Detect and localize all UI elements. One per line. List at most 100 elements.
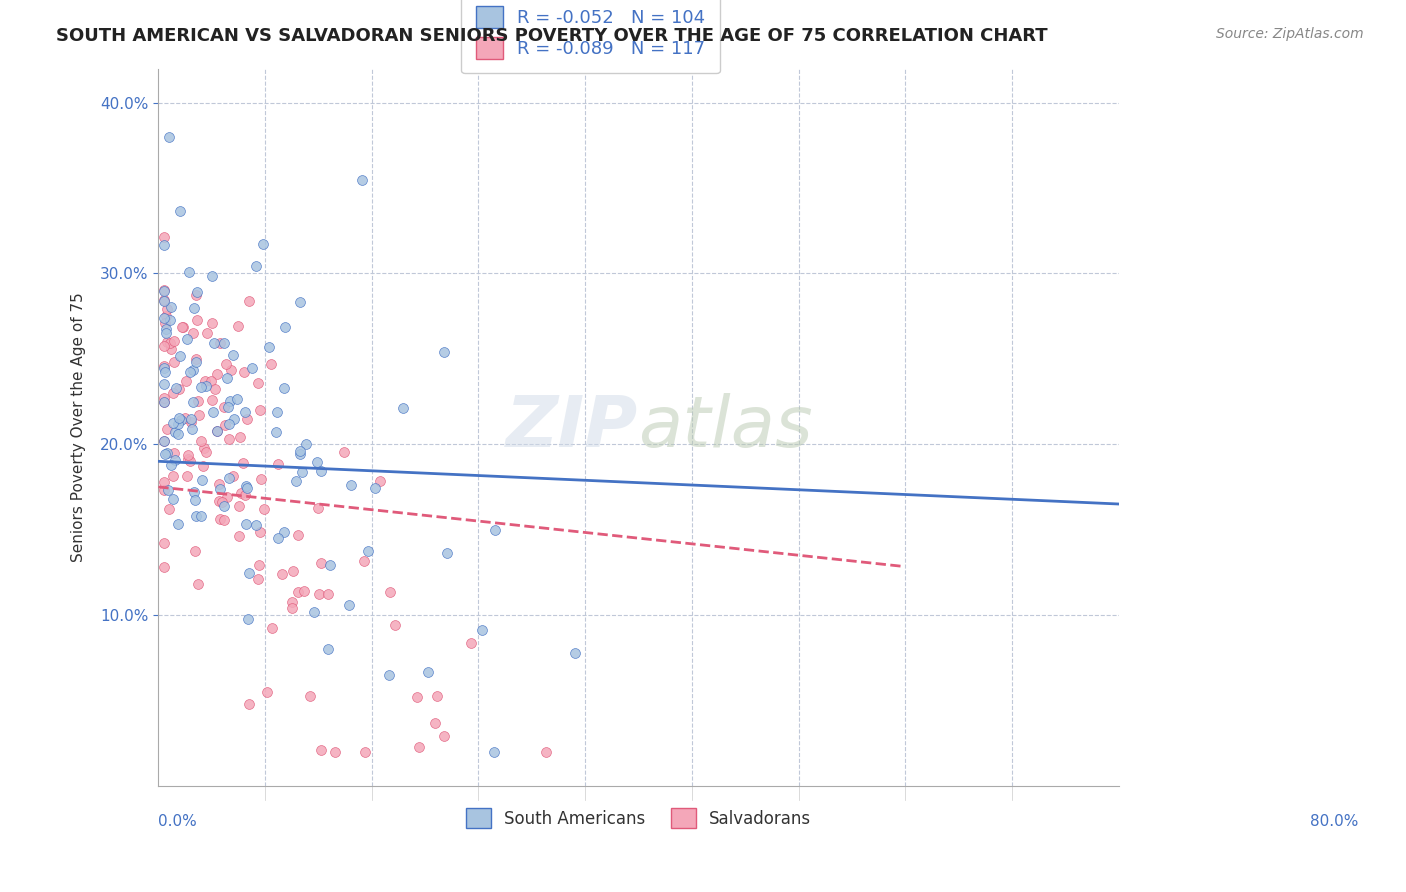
Point: [193, 441, 215, 455]
Point: [163, 334, 186, 348]
Point: [155, 309, 177, 323]
Point: [235, 481, 257, 495]
Point: [323, 745, 346, 759]
Point: [165, 381, 187, 395]
Point: [163, 446, 186, 460]
Point: [181, 326, 204, 341]
Point: [159, 312, 181, 326]
Point: [176, 448, 198, 462]
Point: [153, 365, 176, 379]
Point: [460, 635, 482, 649]
Point: [215, 357, 238, 371]
Point: [378, 667, 401, 681]
Point: [155, 317, 177, 331]
Point: [183, 485, 205, 500]
Point: [264, 425, 287, 439]
Text: Source: ZipAtlas.com: Source: ZipAtlas.com: [1216, 27, 1364, 41]
Point: [534, 745, 557, 759]
Point: [273, 381, 295, 395]
Point: [392, 401, 415, 415]
Point: [211, 495, 233, 509]
Legend: South Americans, Salvadorans: South Americans, Salvadorans: [460, 801, 818, 835]
Point: [186, 509, 208, 524]
Point: [249, 472, 271, 486]
Point: [157, 129, 180, 144]
Point: [308, 587, 330, 601]
Point: [169, 411, 191, 425]
Point: [260, 357, 283, 371]
Point: [201, 405, 224, 419]
Point: [228, 500, 250, 514]
Point: [153, 391, 176, 405]
Point: [433, 345, 456, 359]
Point: [291, 465, 314, 479]
Point: [233, 488, 256, 502]
Point: [252, 236, 274, 251]
Point: [167, 427, 190, 442]
Point: [215, 491, 238, 505]
Point: [160, 301, 183, 315]
Point: [205, 367, 228, 381]
Point: [162, 416, 184, 430]
Point: [153, 360, 176, 375]
Point: [233, 405, 256, 419]
Point: [232, 365, 254, 379]
Point: [245, 517, 267, 532]
Point: [153, 311, 176, 326]
Point: [159, 335, 181, 350]
Point: [201, 393, 224, 408]
Point: [153, 238, 176, 252]
Point: [177, 265, 200, 279]
Point: [153, 483, 176, 498]
Point: [302, 605, 325, 619]
Point: [194, 375, 217, 389]
Point: [183, 492, 205, 507]
Point: [208, 482, 231, 496]
Point: [354, 745, 377, 759]
Point: [155, 322, 177, 336]
Point: [204, 382, 226, 396]
Point: [218, 433, 240, 447]
Point: [218, 471, 240, 485]
Point: [352, 172, 374, 186]
Point: [238, 612, 260, 626]
Point: [159, 458, 181, 472]
Point: [316, 587, 339, 601]
Point: [157, 483, 180, 497]
Point: [270, 566, 292, 581]
Point: [156, 445, 179, 459]
Point: [337, 599, 360, 613]
Point: [163, 453, 186, 467]
Point: [232, 456, 254, 470]
Point: [208, 512, 231, 526]
Point: [184, 352, 207, 367]
Point: [229, 429, 252, 443]
Point: [368, 474, 391, 488]
Point: [564, 646, 586, 660]
Point: [184, 288, 207, 302]
Point: [292, 583, 315, 598]
Point: [290, 447, 312, 461]
Point: [153, 293, 176, 308]
Point: [319, 558, 342, 573]
Point: [184, 544, 207, 558]
Point: [235, 412, 257, 426]
Point: [180, 422, 202, 436]
Y-axis label: Seniors Poverty Over the Age of 75: Seniors Poverty Over the Age of 75: [72, 293, 86, 562]
Point: [215, 370, 238, 384]
Point: [166, 417, 188, 431]
Point: [167, 382, 190, 396]
Point: [436, 546, 458, 560]
Point: [363, 481, 385, 495]
Point: [257, 340, 280, 354]
Point: [484, 524, 506, 538]
Point: [181, 363, 204, 377]
Point: [163, 425, 186, 439]
Point: [212, 336, 235, 351]
Point: [384, 618, 406, 632]
Point: [423, 715, 446, 730]
Point: [226, 319, 249, 334]
Point: [235, 479, 257, 493]
Point: [153, 434, 176, 448]
Point: [156, 422, 179, 436]
